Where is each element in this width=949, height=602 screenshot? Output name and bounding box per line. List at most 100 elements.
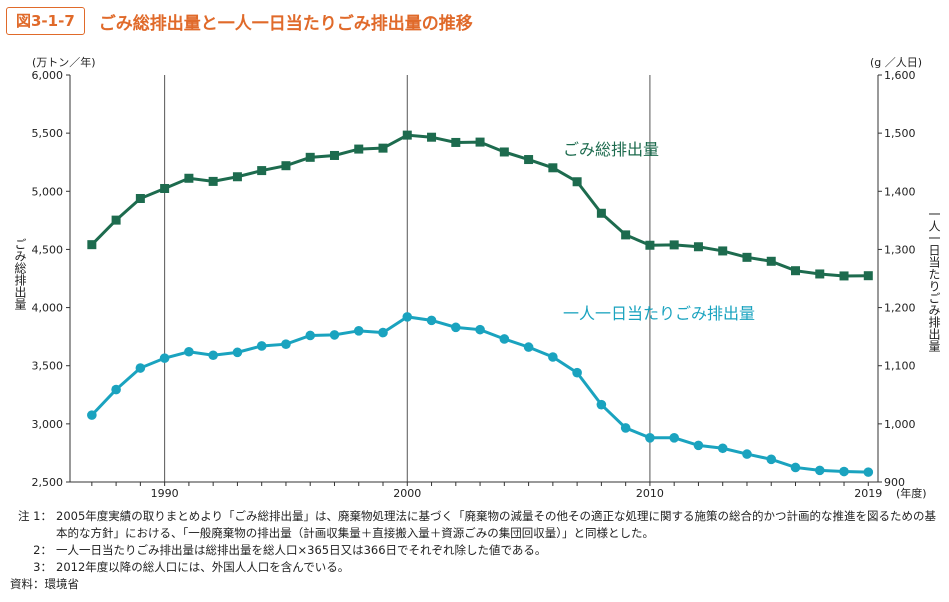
data-point-per-capita <box>499 334 510 344</box>
data-point-total <box>232 172 242 182</box>
left-tick-label: 6,000 <box>32 69 64 82</box>
data-point-total <box>451 137 461 147</box>
data-point-total <box>499 147 509 157</box>
note-label: 3： <box>33 560 52 574</box>
note-1: 注 1： 2005年度実績の取りまとめより「ごみ総排出量」は、廃棄物処理法に基づ… <box>10 508 940 542</box>
data-point-per-capita <box>596 399 607 410</box>
x-tick-label: 2000 <box>393 487 421 500</box>
data-point-per-capita <box>717 443 728 454</box>
data-point-total <box>669 240 679 250</box>
data-point-per-capita <box>378 327 388 338</box>
x-axis-unit: (年度) <box>896 486 927 500</box>
data-point-total <box>305 152 315 162</box>
data-point-per-capita <box>669 433 679 443</box>
data-point-total <box>87 240 97 250</box>
data-point-total <box>718 246 728 256</box>
note-text: 一人一日当たりごみ排出量は総排出量を総人口×365日又は366日でそれぞれ除した… <box>56 543 547 557</box>
data-point-per-capita <box>451 322 461 333</box>
series-label-per-capita: 一人一日当たりごみ排出量 <box>563 304 755 323</box>
left-tick-label: 5,500 <box>32 127 64 140</box>
left-tick-label: 2,500 <box>32 476 64 489</box>
source: 資料：環境省 <box>10 576 940 593</box>
data-point-total <box>766 256 776 266</box>
data-point-total <box>475 137 485 147</box>
data-point-total <box>111 215 121 225</box>
data-point-per-capita <box>790 462 801 473</box>
data-point-per-capita <box>766 454 777 465</box>
data-point-total <box>354 144 364 154</box>
right-tick-label: 1,300 <box>884 243 916 256</box>
data-point-total <box>839 271 849 281</box>
data-point-total <box>548 163 558 173</box>
data-point-total <box>329 150 339 160</box>
x-tick-label: 2010 <box>636 487 664 500</box>
data-point-per-capita <box>135 363 146 373</box>
right-tick-label: 1,500 <box>884 127 916 140</box>
note-text: 2005年度実績の取りまとめより「ごみ総排出量」は、廃棄物処理法に基づく「廃棄物… <box>56 509 937 540</box>
right-axis-unit: (g ／人日) <box>870 56 922 69</box>
data-point-total <box>621 230 631 240</box>
note-label: 2： <box>33 543 52 557</box>
note-label: 注 1： <box>18 509 52 523</box>
x-tick-label: 1990 <box>151 487 179 500</box>
figure-number-badge: 図3-1-7 <box>6 7 85 35</box>
data-point-per-capita <box>281 339 291 350</box>
data-point-total <box>378 143 388 153</box>
axes-layer: 2,500 3,000 3,500 4,000 4,500 5,000 5,500 6,000… <box>32 69 916 500</box>
data-point-per-capita <box>256 341 267 351</box>
note-text: 2012年度以降の総人口には、外国人人口を含んでいる。 <box>56 560 350 574</box>
note-3: 3： 2012年度以降の総人口には、外国人人口を含んでいる。 <box>10 559 940 576</box>
data-point-per-capita <box>572 367 582 378</box>
right-tick-label: 1,000 <box>884 418 916 431</box>
series-line-per-capita <box>90 315 869 474</box>
right-tick-label: 900 <box>884 476 905 489</box>
right-axis-label: 一人一日当たりごみ排出量 <box>927 208 941 352</box>
source-text: 資料：環境省 <box>10 577 79 591</box>
data-point-per-capita <box>645 433 655 443</box>
data-point-total <box>281 161 291 171</box>
data-point-per-capita <box>159 353 170 363</box>
data-point-total <box>184 173 194 183</box>
data-point-per-capita <box>232 347 243 358</box>
data-point-total <box>524 155 534 165</box>
data-point-per-capita <box>184 346 194 357</box>
series-line-total <box>90 133 869 278</box>
data-point-per-capita <box>839 466 849 477</box>
data-point-total <box>208 176 218 186</box>
data-point-per-capita <box>742 449 752 459</box>
data-point-per-capita <box>208 350 218 361</box>
data-point-total <box>815 269 825 279</box>
data-point-per-capita <box>814 465 825 476</box>
figure-title: ごみ総排出量と一人一日当たりごみ排出量の推移 <box>98 13 473 34</box>
right-tick-label: 1,400 <box>884 185 916 198</box>
notes: 注 1： 2005年度実績の取りまとめより「ごみ総排出量」は、廃棄物処理法に基づ… <box>10 508 940 593</box>
series-layer <box>87 130 874 477</box>
data-point-total <box>596 208 606 218</box>
data-point-total <box>427 132 437 142</box>
data-point-total <box>257 166 267 176</box>
left-tick-label: 5,000 <box>32 185 64 198</box>
data-point-total <box>160 183 170 193</box>
series-label-total: ごみ総排出量 <box>563 140 659 159</box>
data-point-per-capita <box>305 330 316 341</box>
data-point-per-capita <box>111 384 121 395</box>
note-2: 2： 一人一日当たりごみ排出量は総排出量を総人口×365日又は366日でそれぞれ… <box>10 542 940 559</box>
right-tick-label: 1,100 <box>884 360 916 373</box>
data-point-total <box>572 177 582 187</box>
data-point-total <box>135 193 145 203</box>
data-point-total <box>791 266 801 276</box>
left-tick-label: 3,000 <box>32 418 64 431</box>
data-point-per-capita <box>523 342 534 352</box>
data-point-per-capita <box>329 330 340 340</box>
left-tick-label: 4,000 <box>32 302 64 315</box>
data-point-per-capita <box>693 440 704 451</box>
data-point-per-capita <box>620 423 631 433</box>
right-tick-label: 1,200 <box>884 302 916 315</box>
data-point-per-capita <box>426 315 437 326</box>
data-point-per-capita <box>402 312 413 322</box>
data-point-per-capita <box>353 326 364 336</box>
line-chart: 2,500 3,000 3,500 4,000 4,500 5,000 5,500 6,000… <box>13 55 941 500</box>
right-tick-label: 1,600 <box>884 69 916 82</box>
data-point-per-capita <box>475 324 485 335</box>
data-point-total <box>402 130 412 140</box>
